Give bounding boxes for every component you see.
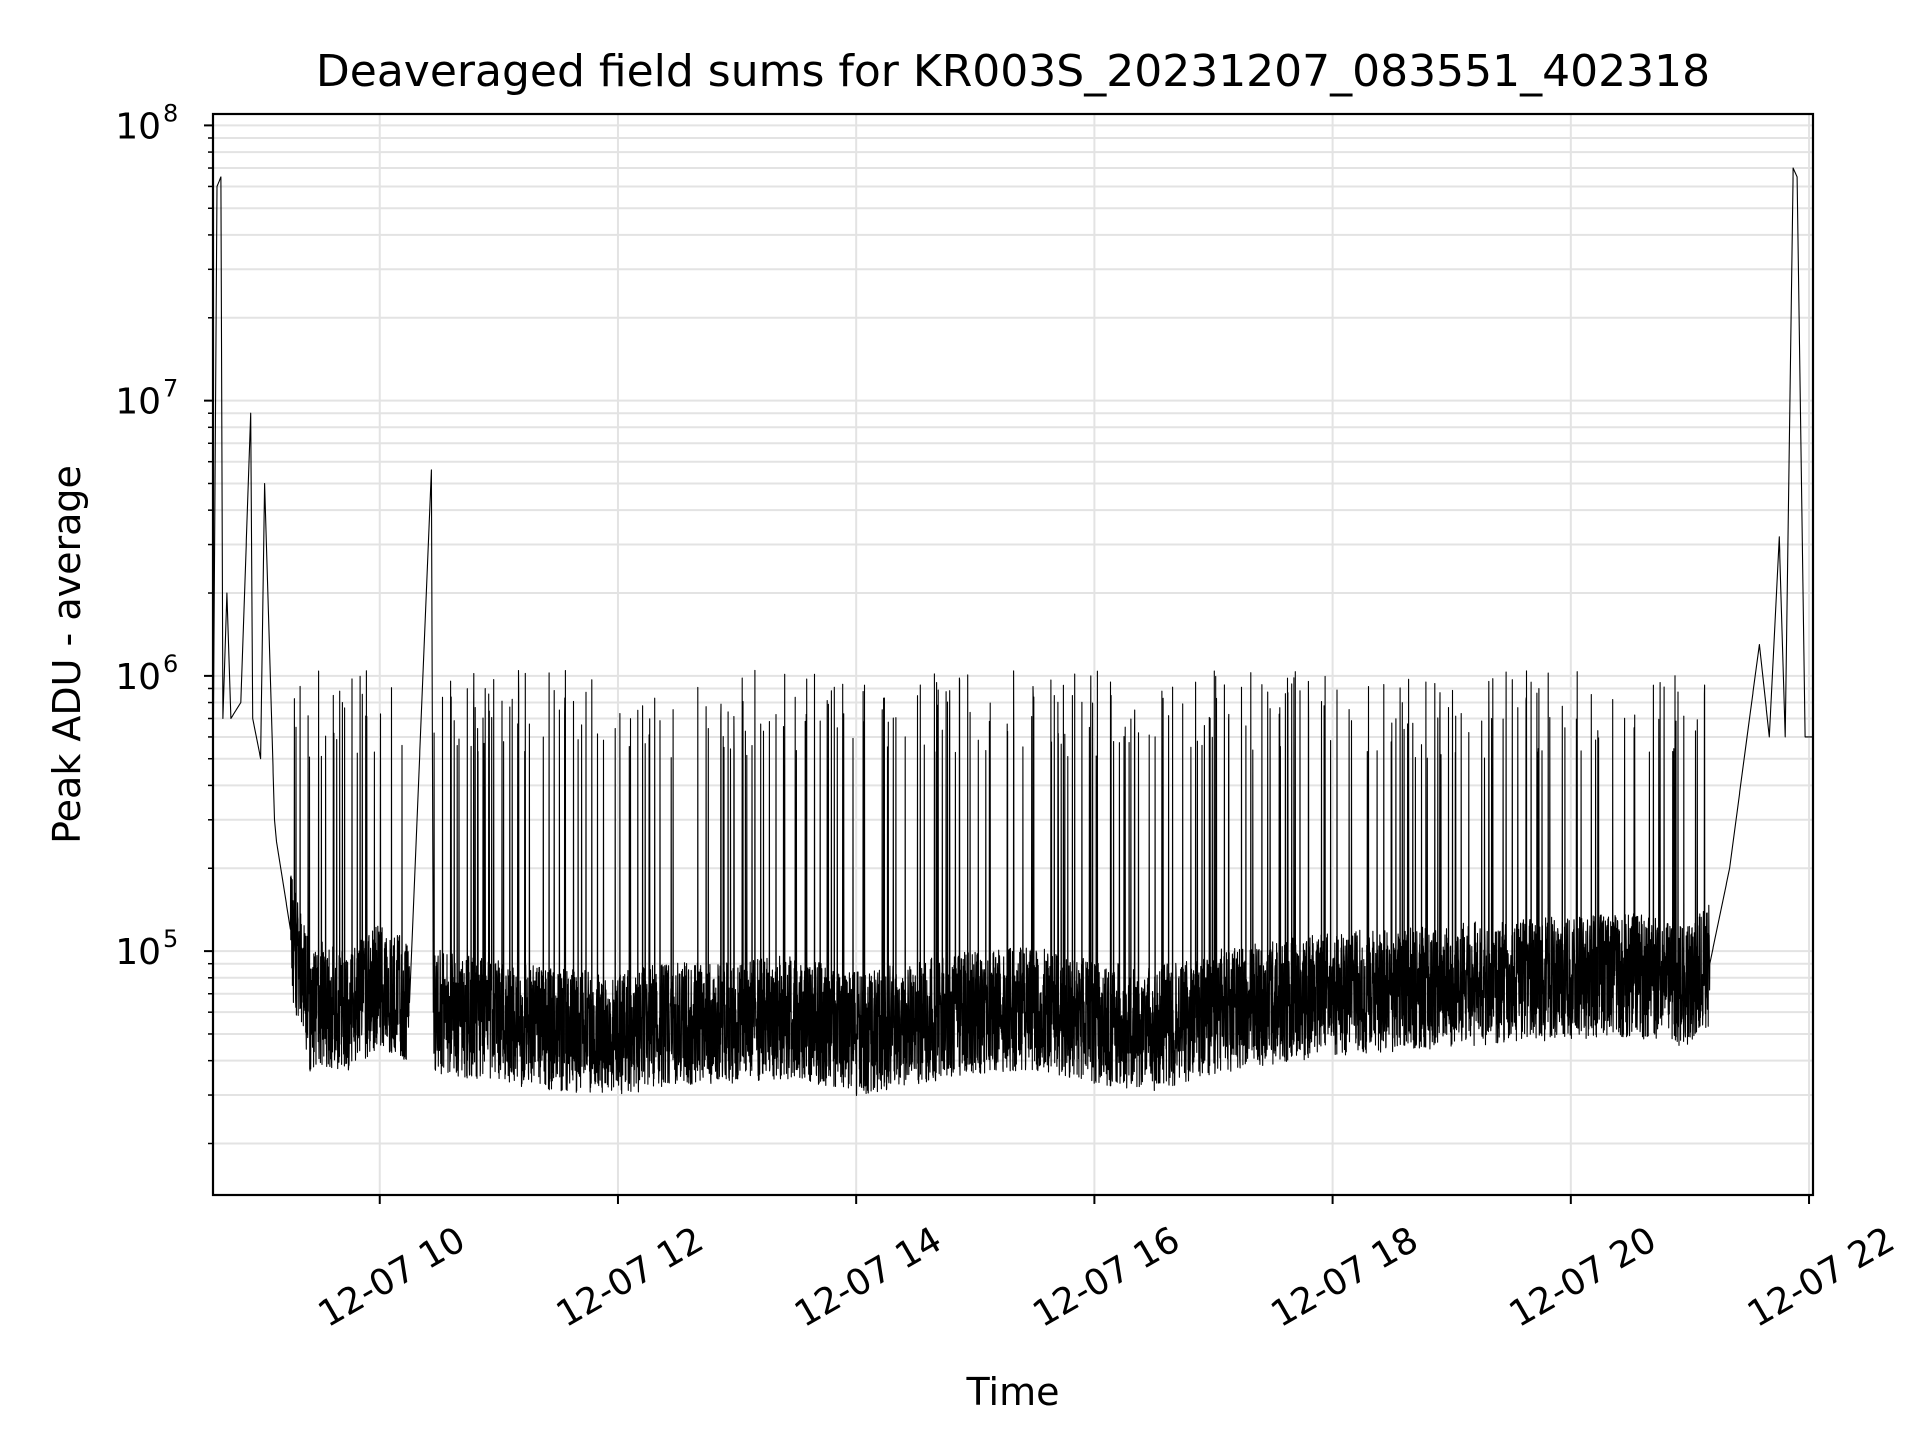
chart-title: Deaveraged field sums for KR003S_2023120… [316,46,1710,97]
y-tick-label: 10 [115,106,161,147]
y-tick-label: 10 [115,932,161,973]
y-axis-label: Peak ADU - average [45,465,89,844]
y-tick-label: 10 [115,657,161,698]
x-axis-label: Time [966,1370,1060,1414]
series-line [212,167,1814,1097]
y-tick-label-exponent: 8 [163,99,178,127]
y-tick-label-exponent: 7 [163,375,178,403]
y-tick-label: 10 [115,382,161,423]
plot-frame [211,112,1815,1197]
y-tick-label-exponent: 6 [163,650,178,678]
y-tick-label-exponent: 5 [163,925,178,953]
series-layer [212,167,1814,1097]
